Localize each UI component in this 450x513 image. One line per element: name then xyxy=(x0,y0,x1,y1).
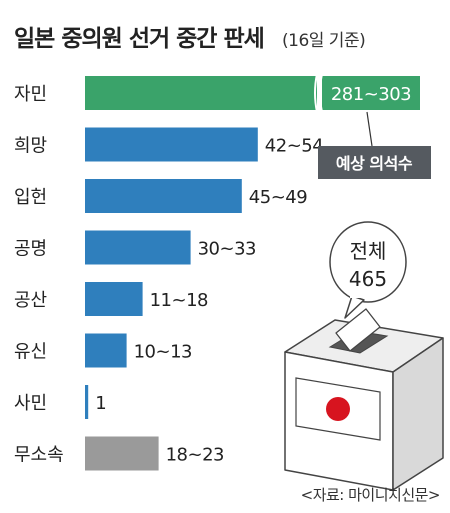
total-seats-value: 465 xyxy=(349,267,387,291)
value-label: 10~13 xyxy=(134,342,192,363)
value-label: 30~33 xyxy=(198,239,256,260)
total-seats-bubble: 전체 465 xyxy=(329,221,407,319)
bar xyxy=(85,179,242,213)
value-label: 281~303 xyxy=(331,84,411,105)
seat-count-tag-label: 예상 의석수 xyxy=(336,154,413,173)
bar xyxy=(85,333,127,368)
bar xyxy=(85,282,143,316)
bar xyxy=(85,76,317,110)
value-label: 1 xyxy=(95,393,106,414)
category-label: 공산 xyxy=(14,290,47,311)
axis-break-mark xyxy=(314,73,323,113)
bar xyxy=(85,436,159,471)
category-label: 입헌 xyxy=(14,187,47,208)
source-note: <자료: 마이니치신문> xyxy=(301,486,440,504)
bar xyxy=(85,230,191,265)
bar xyxy=(85,127,258,162)
category-label: 공명 xyxy=(14,239,47,260)
total-seats-label: 전체 xyxy=(350,239,387,263)
bar xyxy=(85,385,89,419)
value-label: 42~54 xyxy=(265,136,323,157)
value-label: 45~49 xyxy=(249,187,307,208)
chart-title: 일본 중의원 선거 중간 판세 xyxy=(14,26,264,52)
seat-count-tag: 예상 의석수 xyxy=(318,111,431,179)
category-label: 무소속 xyxy=(14,445,64,466)
seat-count-tag-box xyxy=(318,146,431,179)
value-label: 18~23 xyxy=(166,445,224,466)
value-label: 11~18 xyxy=(150,290,208,311)
ballot-box-icon xyxy=(284,308,444,491)
japan-flag-icon xyxy=(295,377,381,441)
bar-segment xyxy=(322,76,420,110)
category-label: 사민 xyxy=(14,393,47,414)
chart-subtitle: (16일 기준) xyxy=(282,31,365,51)
bar-series: 자민 281~303 희망 42~54 입헌 45~49 공명 30~33 공산 11~18 유신 1… xyxy=(14,73,420,471)
category-label: 희망 xyxy=(14,136,47,157)
category-label: 자민 xyxy=(14,84,47,105)
category-label: 유신 xyxy=(14,342,47,363)
